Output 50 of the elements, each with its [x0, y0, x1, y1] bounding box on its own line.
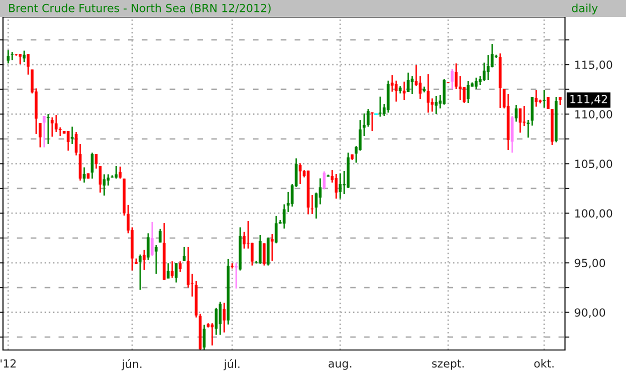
- candlestick: [406, 72, 410, 93]
- candlestick: [170, 260, 174, 279]
- x-tick-label: szept.: [432, 360, 464, 370]
- candlestick: [458, 75, 462, 101]
- y-tick-label: 95,00: [574, 258, 606, 268]
- candlestick: [26, 53, 30, 76]
- candlestick: [490, 43, 494, 68]
- candlestick: [10, 51, 14, 61]
- candlestick: [310, 194, 314, 215]
- candlestick: [106, 174, 110, 186]
- candlestick: [514, 104, 518, 122]
- x-tick-label: jún.: [122, 359, 142, 370]
- candlestick: [298, 162, 302, 185]
- y-tick-label: 105,00: [575, 160, 612, 170]
- annotation: 111,42: [570, 94, 607, 104]
- chart-title: Brent Crude Futures - North Sea (BRN 12/2012): [9, 4, 271, 14]
- chart-subtitle: daily: [572, 4, 598, 14]
- candlestick: [242, 231, 246, 250]
- candlestick: [50, 116, 54, 138]
- y-tick-label: 90,00: [574, 308, 606, 318]
- candlestick: [146, 232, 150, 261]
- y-tick-label: 115,00: [575, 60, 612, 70]
- candlestick: [390, 74, 394, 92]
- candlestick: [138, 254, 142, 291]
- candlestick: [526, 119, 530, 138]
- candlestick: [378, 96, 382, 118]
- candlestick: [274, 215, 278, 244]
- x-tick-label: okt.: [534, 359, 554, 368]
- candlestick: [482, 62, 486, 82]
- candlestick: [38, 122, 42, 148]
- candlestick: [338, 172, 342, 200]
- candlestick: [402, 81, 406, 101]
- x-tick-label: aug.: [328, 361, 352, 370]
- candlestick: [46, 113, 50, 145]
- x-tick-label: júl.: [224, 359, 240, 370]
- candlestick: [178, 260, 182, 273]
- x-tick-label: '12: [0, 359, 16, 368]
- candlestick: [486, 54, 490, 81]
- y-tick-label: 110,00: [575, 110, 612, 120]
- candlestick: [102, 174, 106, 196]
- y-tick-label: 100,00: [575, 209, 612, 219]
- candlestick: [410, 75, 414, 95]
- candlestick: [230, 262, 234, 270]
- candlestick: [58, 126, 62, 137]
- candlestick: [214, 307, 218, 336]
- candlestick: [174, 262, 178, 284]
- candlestick: [542, 89, 546, 108]
- candlestick: [522, 105, 526, 127]
- candlestick: [322, 170, 326, 190]
- candlestick: [258, 234, 262, 265]
